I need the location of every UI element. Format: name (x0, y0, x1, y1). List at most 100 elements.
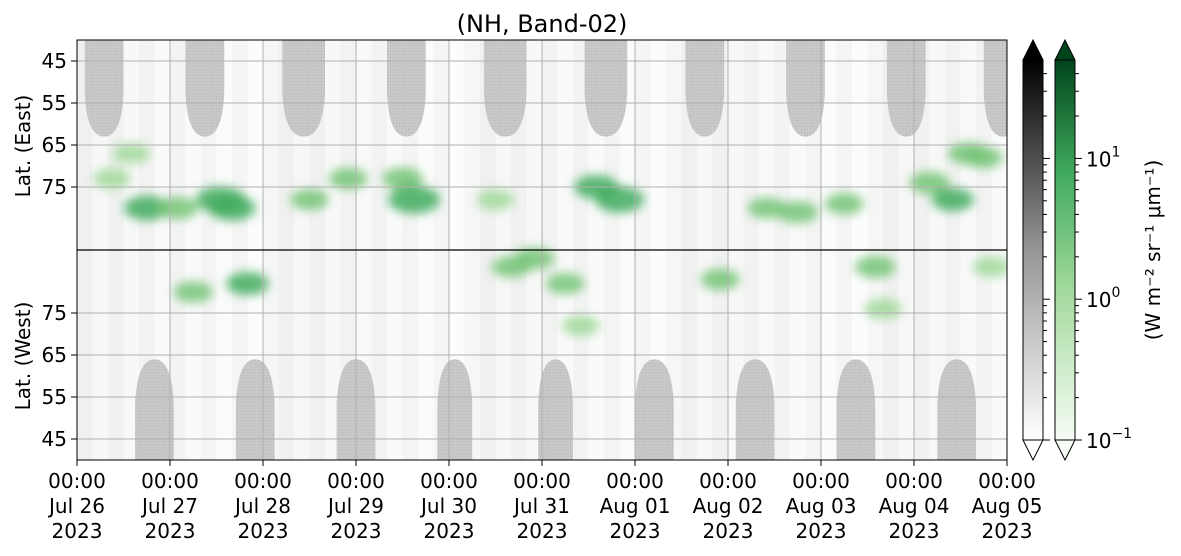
y-tick-label: 45 (42, 49, 67, 73)
y-axis-label-west: Lat. (West) (11, 302, 35, 411)
sunlit-cap-east (685, 40, 725, 137)
aurora-blob (854, 255, 896, 278)
sunlit-cap-west (937, 359, 976, 460)
x-tick-label: Jul 26 (47, 494, 105, 518)
aurora-blob (328, 167, 368, 190)
x-tick-label: 2023 (703, 519, 754, 543)
sunlit-cap-west (735, 359, 775, 460)
y-tick-label: 45 (42, 427, 67, 451)
y-tick-label: 55 (42, 385, 67, 409)
x-tick-label: 00:00 (234, 469, 292, 493)
x-tick-label: 00:00 (606, 469, 664, 493)
sunlit-cap-west (135, 359, 174, 460)
aurora-blob (112, 143, 150, 164)
colorbar-day (1054, 38, 1076, 462)
aurora-blob (561, 315, 600, 336)
aurora-blob (388, 185, 441, 214)
x-tick-label: 2023 (238, 519, 289, 543)
x-tick-label: Jul 30 (419, 494, 477, 518)
sunlit-cap-east (1085, 40, 1100, 137)
y-tick-label: 75 (42, 301, 67, 325)
sunlit-cap-west (538, 359, 573, 460)
sunlit-cap-east (282, 40, 325, 137)
aurora-blob (747, 197, 786, 219)
sunlit-cap-east (483, 40, 527, 137)
sunlit-cap-west (836, 359, 876, 460)
aurora-blob (700, 268, 740, 291)
sunlit-cap-east (983, 40, 1007, 137)
aurora-blob (595, 186, 644, 213)
x-tick-label: 2023 (517, 519, 568, 543)
x-tick-label: Aug 01 (600, 494, 671, 518)
sunlit-cap-east (886, 40, 926, 137)
aurora-blob (964, 147, 1003, 169)
y-axis-label-east: Lat. (East) (11, 95, 35, 198)
x-tick-label: 2023 (52, 519, 103, 543)
colorbar-night (1022, 38, 1044, 462)
y-tick-label: 65 (42, 343, 67, 367)
x-tick-label: 2023 (610, 519, 661, 543)
x-tick-label: 2023 (145, 519, 196, 543)
x-tick-label: 2023 (424, 519, 475, 543)
x-tick-label: 00:00 (513, 469, 571, 493)
y-tick-label: 65 (42, 133, 67, 157)
x-tick-label: Jul 31 (512, 494, 570, 518)
x-tick-label: Jul 29 (326, 494, 384, 518)
sunlit-cap-west (235, 359, 275, 460)
aurora-blob (777, 201, 819, 224)
colorbar-day-extend-max (1054, 38, 1076, 61)
sunlit-cap-east (584, 40, 628, 137)
colorbar-tick-label: 10−1 (1086, 426, 1132, 453)
x-tick-label: 00:00 (48, 469, 106, 493)
chart-title: (NH, Band-02) (457, 10, 628, 38)
aurora-blob (226, 272, 269, 296)
aurora-blob (157, 196, 199, 220)
gridlines (77, 40, 1007, 460)
x-tick-label: 00:00 (792, 469, 850, 493)
aurora-blob (931, 188, 974, 212)
sunlit-cap-east (387, 40, 426, 137)
colorbar-label: (W m⁻² sr⁻¹ μm⁻¹) (1141, 160, 1165, 341)
aurora-blob (864, 298, 902, 320)
x-tick-label: Aug 04 (879, 494, 950, 518)
x-tick-label: 00:00 (327, 469, 385, 493)
aurora-blob (382, 167, 423, 190)
aurora-blob (476, 189, 515, 211)
x-tick-label: 00:00 (699, 469, 757, 493)
x-tick-label: 00:00 (885, 469, 943, 493)
sunlit-cap-west (635, 359, 674, 460)
aurora-blob (123, 195, 170, 221)
aurora-blob (972, 256, 1007, 278)
colorbar-ticks: 101 100 10−1 (1043, 73, 1132, 453)
aurora-blob (208, 195, 256, 221)
colorbar-night-extend-max (1022, 38, 1044, 61)
x-tick-label: 2023 (796, 519, 847, 543)
x-tick-label: 2023 (889, 519, 940, 543)
aurora-blob (513, 247, 555, 270)
plot-area (76, 39, 1100, 461)
sunlit-cap-east (786, 40, 825, 137)
x-tick-label: Jul 28 (233, 494, 291, 518)
colorbar-tick-label: 100 (1086, 285, 1120, 312)
aurora-blob (909, 171, 950, 194)
x-tick-label: 00:00 (978, 469, 1036, 493)
y-tick-label: 75 (42, 175, 67, 199)
x-tick-label: Aug 05 (972, 494, 1043, 518)
colorbar-day-extend-min (1054, 439, 1076, 462)
x-tick-label: Aug 02 (693, 494, 764, 518)
x-tick-label: Aug 03 (786, 494, 857, 518)
aurora-blob (546, 273, 585, 295)
aurora-blob (290, 189, 329, 211)
colorbar-night-extend-min (1022, 439, 1044, 462)
sunlit-cap-east (84, 40, 124, 137)
y-tick-label: 55 (42, 91, 67, 115)
y-axis-ticks: 45 55 65 75 75 65 55 45 (42, 49, 77, 451)
aurora-emission (93, 142, 1007, 336)
sunlit-cap-east (185, 40, 225, 137)
x-tick-label: 00:00 (420, 469, 478, 493)
x-tick-label: Jul 27 (140, 494, 198, 518)
aurora-blob (824, 193, 864, 215)
x-tick-label: 2023 (331, 519, 382, 543)
